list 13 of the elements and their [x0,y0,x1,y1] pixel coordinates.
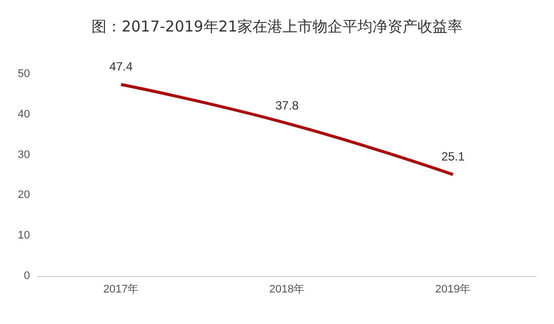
x-tick-label: 2018年 [269,284,305,296]
y-tick-label: 0 [24,270,30,282]
data-label: 25.1 [441,150,465,164]
data-label: 47.4 [109,60,133,74]
y-tick-label: 40 [18,108,30,120]
y-tick-label: 10 [18,230,30,242]
x-tick-label: 2017年 [103,284,139,296]
y-tick-label: 50 [18,68,30,80]
data-label: 37.8 [275,98,299,112]
chart-title: 图：2017-2019年21家在港上市物企平均净资产收益率 [92,18,462,36]
x-tick-label: 2019年 [435,284,471,296]
y-tick-label: 30 [18,148,30,161]
y-tick-label: 20 [18,189,30,202]
